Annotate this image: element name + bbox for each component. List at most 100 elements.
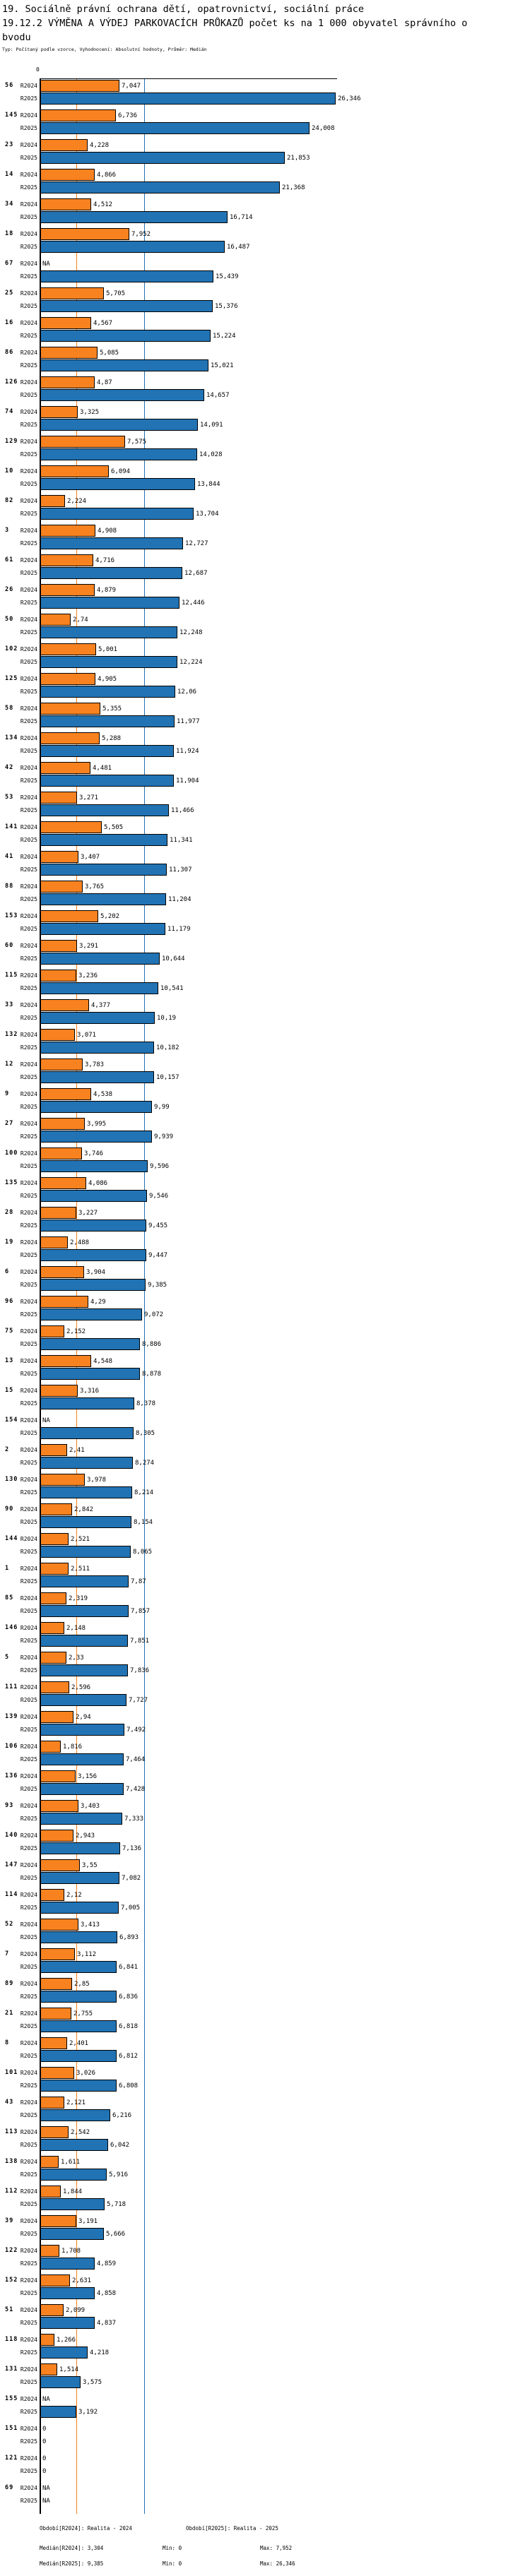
value-label: 7,047 bbox=[122, 82, 141, 90]
bar-r2024 bbox=[40, 2037, 67, 2049]
series-label: R2025 bbox=[20, 1163, 37, 1169]
bar-row-r2024: R2024 1,816 bbox=[20, 1741, 530, 1753]
bar-row-r2024: R2024 5,505 bbox=[20, 821, 530, 833]
value-label: 2,33 bbox=[69, 1654, 84, 1662]
bar-r2024 bbox=[40, 1533, 69, 1545]
series-label: R2025 bbox=[20, 244, 37, 250]
value-label: 3,995 bbox=[87, 1120, 107, 1128]
category-row: 82 R2024 2,224 R2025 13,704 bbox=[0, 495, 530, 520]
value-label: 7,136 bbox=[122, 1844, 142, 1852]
series-label: R2025 bbox=[20, 926, 37, 932]
bar-row-r2024: R2024 3,978 bbox=[20, 1474, 530, 1486]
bar-row-r2025: R2025 7,464 bbox=[20, 1753, 530, 1765]
bar-row-r2025: R2025 6,216 bbox=[20, 2109, 530, 2121]
bar-r2024 bbox=[40, 1622, 64, 1634]
bar-row-r2025: R2025 11,307 bbox=[20, 864, 530, 876]
bar-r2024 bbox=[40, 2156, 59, 2168]
category-label: 112 bbox=[5, 2188, 18, 2195]
series-label: R2025 bbox=[20, 333, 37, 339]
bar-row-r2025: R2025 3,192 bbox=[20, 2406, 530, 2418]
series-label: R2024 bbox=[20, 1803, 37, 1809]
category-label: 129 bbox=[5, 438, 18, 445]
category-row: 41 R2024 3,407 R2025 11,307 bbox=[0, 851, 530, 876]
bar-r2025 bbox=[40, 1753, 124, 1765]
bar-r2025 bbox=[40, 1991, 117, 2003]
category-label: 6 bbox=[5, 1268, 10, 1275]
series-label: R2025 bbox=[20, 1697, 37, 1703]
bar-r2025 bbox=[40, 2376, 81, 2388]
bar-r2025 bbox=[40, 864, 167, 876]
category-row: 13 R2024 4,548 R2025 8,878 bbox=[0, 1355, 530, 1380]
bar-r2025 bbox=[40, 923, 165, 935]
series-label: R2024 bbox=[20, 765, 37, 771]
bar-row-r2025: R2025 21,853 bbox=[20, 152, 530, 164]
value-label: 3,978 bbox=[87, 1476, 107, 1484]
category-label: 15 bbox=[5, 1387, 14, 1394]
series-label: R2025 bbox=[20, 422, 37, 428]
series-label: R2024 bbox=[20, 2159, 37, 2165]
value-label: 10,541 bbox=[160, 984, 184, 992]
bar-row-r2025: R2025 4,858 bbox=[20, 2287, 530, 2299]
value-label: 2,148 bbox=[66, 1624, 86, 1632]
series-label: R2024 bbox=[20, 1536, 37, 1542]
bar-r2024 bbox=[40, 1741, 61, 1753]
value-label: 0 bbox=[42, 2455, 47, 2462]
series-label: R2024 bbox=[20, 350, 37, 356]
series-label: R2025 bbox=[20, 303, 37, 309]
bar-row-r2024: R2024 2,631 bbox=[20, 2274, 530, 2286]
bar-row-r2025: R2025 15,439 bbox=[20, 270, 530, 282]
series-label: R2025 bbox=[20, 1549, 37, 1555]
bar-row-r2025: R2025 11,904 bbox=[20, 775, 530, 787]
chart-title: 19. Sociálně právní ochrana dětí, opatro… bbox=[2, 4, 365, 15]
value-label: 2,521 bbox=[71, 1535, 90, 1543]
series-label: R2025 bbox=[20, 2409, 37, 2415]
bar-row-r2025: R2025 6,042 bbox=[20, 2139, 530, 2151]
series-label: R2024 bbox=[20, 1506, 37, 1513]
value-label: 4,548 bbox=[93, 1357, 113, 1365]
category-row: 26 R2024 4,879 R2025 12,446 bbox=[0, 584, 530, 609]
series-label: R2024 bbox=[20, 1625, 37, 1631]
category-row: 25 R2024 5,705 R2025 15,376 bbox=[0, 287, 530, 312]
bar-row-r2024: R2024 1,844 bbox=[20, 2186, 530, 2198]
series-label: R2024 bbox=[20, 2366, 37, 2373]
category-label: 39 bbox=[5, 2217, 14, 2224]
value-label: 7,851 bbox=[130, 1637, 150, 1645]
bar-r2024 bbox=[40, 970, 76, 982]
category-label: 101 bbox=[5, 2069, 18, 2076]
bar-r2024 bbox=[40, 1088, 91, 1100]
stat-max-r2024: Max: 7,952 bbox=[260, 2545, 293, 2551]
series-label: R2025 bbox=[20, 1489, 37, 1496]
bar-r2024 bbox=[40, 614, 71, 626]
category-label: 144 bbox=[5, 1535, 18, 1542]
category-row: 15 R2024 3,316 R2025 8,378 bbox=[0, 1385, 530, 1409]
value-label: 4,377 bbox=[91, 1001, 111, 1009]
value-label: 0 bbox=[42, 2438, 47, 2445]
bar-row-r2024: R2024 3,746 bbox=[20, 1147, 530, 1159]
bar-row-r2025: R2025 11,204 bbox=[20, 893, 530, 905]
value-label: 4,567 bbox=[93, 319, 113, 327]
value-label: 7,575 bbox=[127, 438, 147, 446]
bar-r2024 bbox=[40, 287, 104, 299]
bar-r2025 bbox=[40, 93, 336, 105]
value-label: 0 bbox=[42, 2467, 47, 2475]
value-label: 3,783 bbox=[85, 1061, 105, 1068]
bar-row-r2024: R2024 2,521 bbox=[20, 1533, 530, 1545]
bar-r2024 bbox=[40, 1978, 72, 1990]
series-label: R2024 bbox=[20, 201, 37, 208]
bar-row-r2025: R2025 7,492 bbox=[20, 1724, 530, 1736]
bar-row-r2025: R2025 12,446 bbox=[20, 597, 530, 609]
series-label: R2024 bbox=[20, 824, 37, 830]
bar-row-r2025: R2025 9,072 bbox=[20, 1308, 530, 1320]
category-label: 25 bbox=[5, 290, 14, 297]
bar-r2025 bbox=[40, 181, 280, 193]
bar-row-r2025: R2025 10,157 bbox=[20, 1071, 530, 1083]
series-label: R2025 bbox=[20, 1904, 37, 1911]
bar-row-r2025: R2025 26,346 bbox=[20, 93, 530, 105]
bar-row-r2025: R2025 11,977 bbox=[20, 715, 530, 727]
series-label: R2025 bbox=[20, 1756, 37, 1763]
bar-row-r2024: R2024 4,538 bbox=[20, 1088, 530, 1100]
bar-r2024 bbox=[40, 1147, 82, 1159]
series-label: R2024 bbox=[20, 2396, 37, 2402]
bar-row-r2025: R2025 21,368 bbox=[20, 181, 530, 193]
